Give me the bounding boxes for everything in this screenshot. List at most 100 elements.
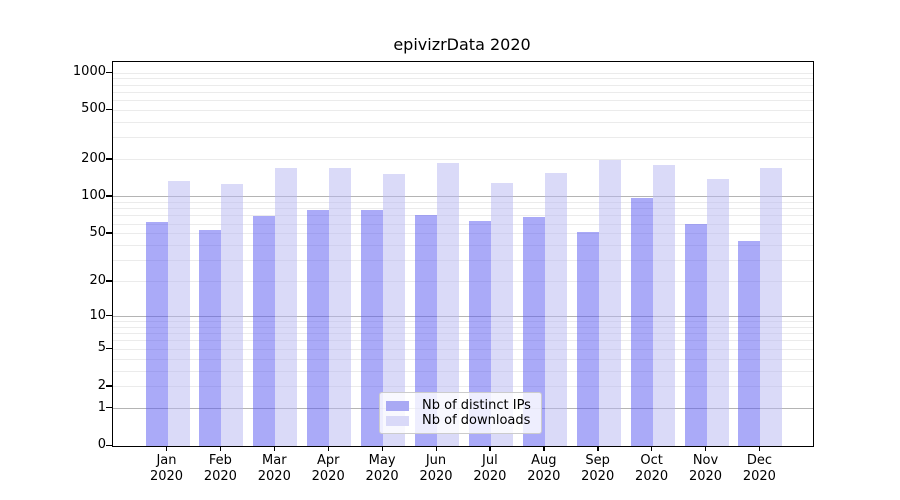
- gridline-minor: [113, 109, 813, 111]
- bar-distinct-ips-feb: [199, 229, 222, 446]
- gridline-minor: [113, 233, 813, 235]
- bar-distinct-ips-aug: [522, 217, 545, 446]
- x-tick-label: Aug 2020: [527, 453, 561, 484]
- gridline-minor: [113, 137, 813, 139]
- gridline-minor: [113, 370, 813, 372]
- gridline-minor: [113, 333, 813, 335]
- legend-row-downloads: Nb of downloads: [386, 413, 535, 428]
- y-tick-mark: [106, 108, 113, 111]
- y-tick-mark: [106, 158, 113, 160]
- gridline-minor: [113, 159, 813, 161]
- x-tick-mark: [651, 446, 653, 451]
- bar-downloads-aug: [544, 173, 567, 446]
- x-tick-mark: [327, 446, 330, 451]
- legend-label-downloads: Nb of downloads: [422, 413, 531, 428]
- gridline-minor: [113, 78, 813, 80]
- y-tick-label: 10: [89, 307, 106, 323]
- gridline-minor: [113, 386, 813, 388]
- legend-swatch-distinct-ips: [386, 400, 409, 411]
- bar-downloads-apr: [329, 167, 352, 446]
- y-tick-label: 1: [97, 399, 106, 415]
- x-tick-label: Jun 2020: [419, 453, 453, 484]
- gridline-minor: [113, 202, 813, 203]
- plot-area: [112, 61, 814, 447]
- bar-downloads-jan: [167, 180, 190, 446]
- bar-downloads-may: [383, 174, 406, 446]
- y-tick-mark: [106, 280, 113, 282]
- bar-downloads-dec: [760, 167, 783, 446]
- x-tick-mark: [543, 446, 545, 451]
- y-tick-mark: [106, 444, 113, 446]
- y-tick-mark: [106, 315, 113, 317]
- y-tick-label: 500: [81, 101, 106, 117]
- gridline-minor: [113, 72, 813, 74]
- bar-distinct-ips-mar: [253, 215, 276, 446]
- x-tick-mark: [489, 446, 491, 451]
- y-tick-label: 0: [97, 437, 106, 452]
- gridline-minor: [113, 208, 813, 210]
- gridline-minor: [113, 281, 813, 283]
- gridline-minor: [113, 321, 813, 323]
- gridline-minor: [113, 326, 813, 328]
- x-tick-label: Jul 2020: [473, 453, 507, 484]
- bar-distinct-ips-oct: [630, 197, 653, 446]
- x-tick-mark: [705, 446, 707, 451]
- bar-distinct-ips-dec: [738, 240, 761, 446]
- x-tick-label: Oct 2020: [635, 453, 669, 484]
- y-tick-mark: [106, 195, 113, 197]
- chart-title: epivizrData 2020: [393, 35, 531, 54]
- y-tick-label: 20: [89, 272, 106, 288]
- bar-downloads-nov: [706, 179, 729, 446]
- x-tick-label: Apr 2020: [311, 453, 345, 484]
- bar-downloads-sep: [598, 159, 621, 446]
- legend-label-distinct-ips: Nb of distinct IPs: [422, 398, 531, 413]
- gridline-minor: [113, 223, 813, 225]
- bar-downloads-jun: [437, 162, 459, 446]
- bar-distinct-ips-jul: [468, 220, 491, 446]
- bar-downloads-oct: [652, 164, 675, 446]
- bar-distinct-ips-jun: [415, 215, 437, 446]
- y-tick-label: 50: [89, 224, 106, 240]
- x-tick-label: May 2020: [365, 453, 399, 484]
- x-tick-label: Dec 2020: [742, 453, 776, 484]
- y-tick-label: 5: [97, 340, 106, 356]
- bar-downloads-feb: [221, 183, 244, 446]
- bar-downloads-mar: [275, 168, 298, 446]
- y-tick-mark: [106, 347, 113, 350]
- gridline-minor: [113, 245, 813, 247]
- gridline-minor: [113, 358, 813, 360]
- bar-distinct-ips-apr: [307, 210, 330, 446]
- legend-swatch-downloads: [386, 415, 409, 426]
- y-tick-mark: [106, 385, 113, 387]
- gridline-minor: [113, 91, 813, 93]
- y-tick-mark: [106, 232, 113, 234]
- x-tick-label: Nov 2020: [688, 453, 723, 484]
- x-tick-mark: [758, 446, 761, 451]
- y-tick-label: 200: [81, 150, 106, 166]
- bar-downloads-jul: [490, 182, 513, 446]
- x-tick-mark: [597, 446, 599, 451]
- bar-distinct-ips-sep: [576, 231, 599, 446]
- x-tick-mark: [219, 446, 222, 451]
- y-tick-mark: [106, 71, 113, 73]
- y-tick-label: 2: [97, 377, 106, 393]
- x-tick-mark: [435, 446, 437, 451]
- gridline-minor: [113, 84, 813, 86]
- x-tick-mark: [381, 446, 383, 451]
- gridline-minor: [113, 260, 813, 262]
- x-tick-label: Jan 2020: [149, 453, 184, 484]
- gridline-major: [113, 196, 813, 198]
- y-tick-label: 100: [81, 187, 106, 203]
- x-tick-label: Feb 2020: [203, 453, 237, 484]
- y-tick-mark: [106, 407, 113, 409]
- gridline-major: [113, 316, 813, 318]
- x-tick-mark: [273, 446, 276, 451]
- x-tick-mark: [166, 446, 168, 451]
- legend-row-distinct-ips: Nb of distinct IPs: [386, 398, 535, 413]
- gridline-minor: [113, 215, 813, 217]
- gridline-minor: [113, 121, 813, 123]
- gridline-minor: [113, 100, 813, 102]
- bar-distinct-ips-nov: [684, 224, 707, 446]
- bar-distinct-ips-may: [361, 210, 384, 446]
